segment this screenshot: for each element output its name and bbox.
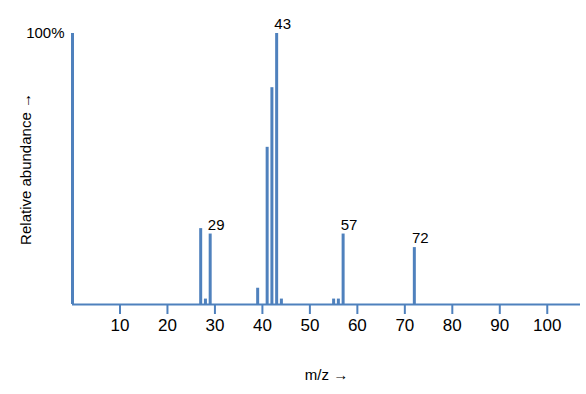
svg-text:10: 10 bbox=[111, 316, 130, 335]
svg-text:57: 57 bbox=[341, 216, 358, 233]
svg-text:30: 30 bbox=[205, 316, 224, 335]
svg-text:43: 43 bbox=[274, 15, 291, 32]
svg-text:29: 29 bbox=[208, 216, 225, 233]
svg-text:20: 20 bbox=[158, 316, 177, 335]
svg-text:70: 70 bbox=[395, 316, 414, 335]
svg-text:m/z →: m/z → bbox=[305, 366, 348, 383]
svg-text:72: 72 bbox=[412, 229, 429, 246]
svg-text:90: 90 bbox=[490, 316, 509, 335]
svg-text:60: 60 bbox=[348, 316, 367, 335]
svg-text:40: 40 bbox=[253, 316, 272, 335]
svg-text:100: 100 bbox=[533, 316, 561, 335]
svg-text:80: 80 bbox=[443, 316, 462, 335]
svg-text:100%: 100% bbox=[26, 24, 64, 41]
svg-text:Relative abundance →: Relative abundance → bbox=[17, 93, 34, 245]
svg-text:50: 50 bbox=[300, 316, 319, 335]
